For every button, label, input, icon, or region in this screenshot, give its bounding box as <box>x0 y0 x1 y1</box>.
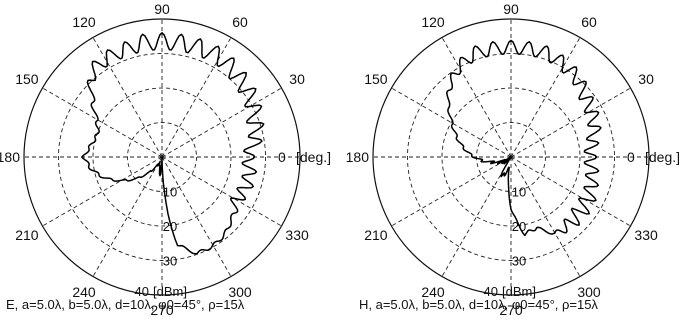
angle-tick-label: 300 <box>228 284 252 300</box>
pattern-curve <box>446 39 602 237</box>
grid-spoke <box>391 87 512 158</box>
radial-tick-label: 20 <box>163 219 177 234</box>
angle-tick-label: 150 <box>15 71 39 87</box>
chart-caption: E, a=5.0λ, b=5.0λ, d=10λ, φ0=45°, ρ=15λ <box>6 297 245 312</box>
radial-tick-label: 40 <box>135 284 149 299</box>
grid-ring <box>441 87 581 227</box>
grid-spoke <box>161 37 232 158</box>
grid-ring <box>407 53 615 261</box>
angle-tick-label: 210 <box>15 227 39 243</box>
grid-ring <box>92 87 232 227</box>
grid-spoke <box>510 37 581 158</box>
radial-tick-label: 40 <box>484 284 498 299</box>
angle-unit-label: [deg.] <box>645 149 680 165</box>
grid-spoke <box>510 156 581 277</box>
grid-ring <box>127 122 197 192</box>
grid-ring <box>476 122 546 192</box>
radial-unit-label: [dBm] <box>153 284 187 299</box>
angle-tick-label: 210 <box>364 227 388 243</box>
radial-tick-label: 10 <box>163 185 177 200</box>
grid-spoke <box>391 156 512 227</box>
radial-tick-label: 30 <box>512 254 526 269</box>
angle-tick-label: 150 <box>364 71 388 87</box>
radial-unit-label: [dBm] <box>502 284 536 299</box>
grid-spoke <box>161 87 282 158</box>
angle-tick-label: 90 <box>503 1 519 17</box>
angle-tick-label: 120 <box>72 14 96 30</box>
angle-tick-label: 330 <box>634 227 658 243</box>
angle-tick-label: 120 <box>421 14 445 30</box>
grid-spoke <box>42 156 163 227</box>
grid-spoke <box>92 156 163 277</box>
radial-tick-label: 10 <box>512 185 526 200</box>
angle-tick-label: 240 <box>72 284 96 300</box>
polar-plot-area: 0306090120150180210240270300330[deg.]102… <box>346 1 680 318</box>
grid-spoke <box>161 156 282 227</box>
polar-chart-e-plane: 0 30 60 90 120 150 180 210 240 270 300 330 [deg.] 10 2… <box>0 0 347 321</box>
angle-tick-label: 180 <box>0 149 20 165</box>
angle-unit-label: [deg.] <box>296 149 331 165</box>
outer-ring <box>372 18 650 296</box>
angle-tick-label: 90 <box>154 1 170 17</box>
angle-tick-label: 330 <box>285 227 309 243</box>
angle-tick-label: 180 <box>346 149 370 165</box>
angle-tick-label: 240 <box>421 284 445 300</box>
angle-tick-label: 300 <box>577 284 601 300</box>
angle-tick-label: 0 <box>278 149 286 165</box>
grid-spoke <box>161 156 232 277</box>
grid-spoke <box>441 156 512 277</box>
angle-tick-label: 30 <box>289 71 305 87</box>
grid-ring <box>58 53 266 261</box>
grid-spoke <box>441 37 512 158</box>
angle-tick-label: 60 <box>232 14 248 30</box>
polar-chart-h-plane: 0 30 60 90 120 150 180 210 240 270 300 330 [deg.] 10 2… <box>346 0 694 321</box>
chart-caption: H, a=5.0λ, b=5.0λ, d=10λ, φ0=45°, ρ=15λ <box>359 297 598 312</box>
angle-tick-label: 270 <box>150 302 174 318</box>
outer-ring <box>23 18 301 296</box>
grid-spoke <box>510 156 631 227</box>
grid-spoke <box>510 87 631 158</box>
radial-tick-label: 30 <box>163 254 177 269</box>
pattern-curve <box>81 32 265 255</box>
grid-spoke <box>92 37 163 158</box>
angle-tick-label: 270 <box>499 302 523 318</box>
angle-tick-label: 30 <box>638 71 654 87</box>
polar-plot-area: 0 30 60 90 120 150 180 210 240 270 300 330 [deg.] 10 2… <box>0 1 331 318</box>
angle-tick-label: 0 <box>627 149 635 165</box>
grid-spoke <box>42 87 163 158</box>
angle-tick-label: 60 <box>581 14 597 30</box>
